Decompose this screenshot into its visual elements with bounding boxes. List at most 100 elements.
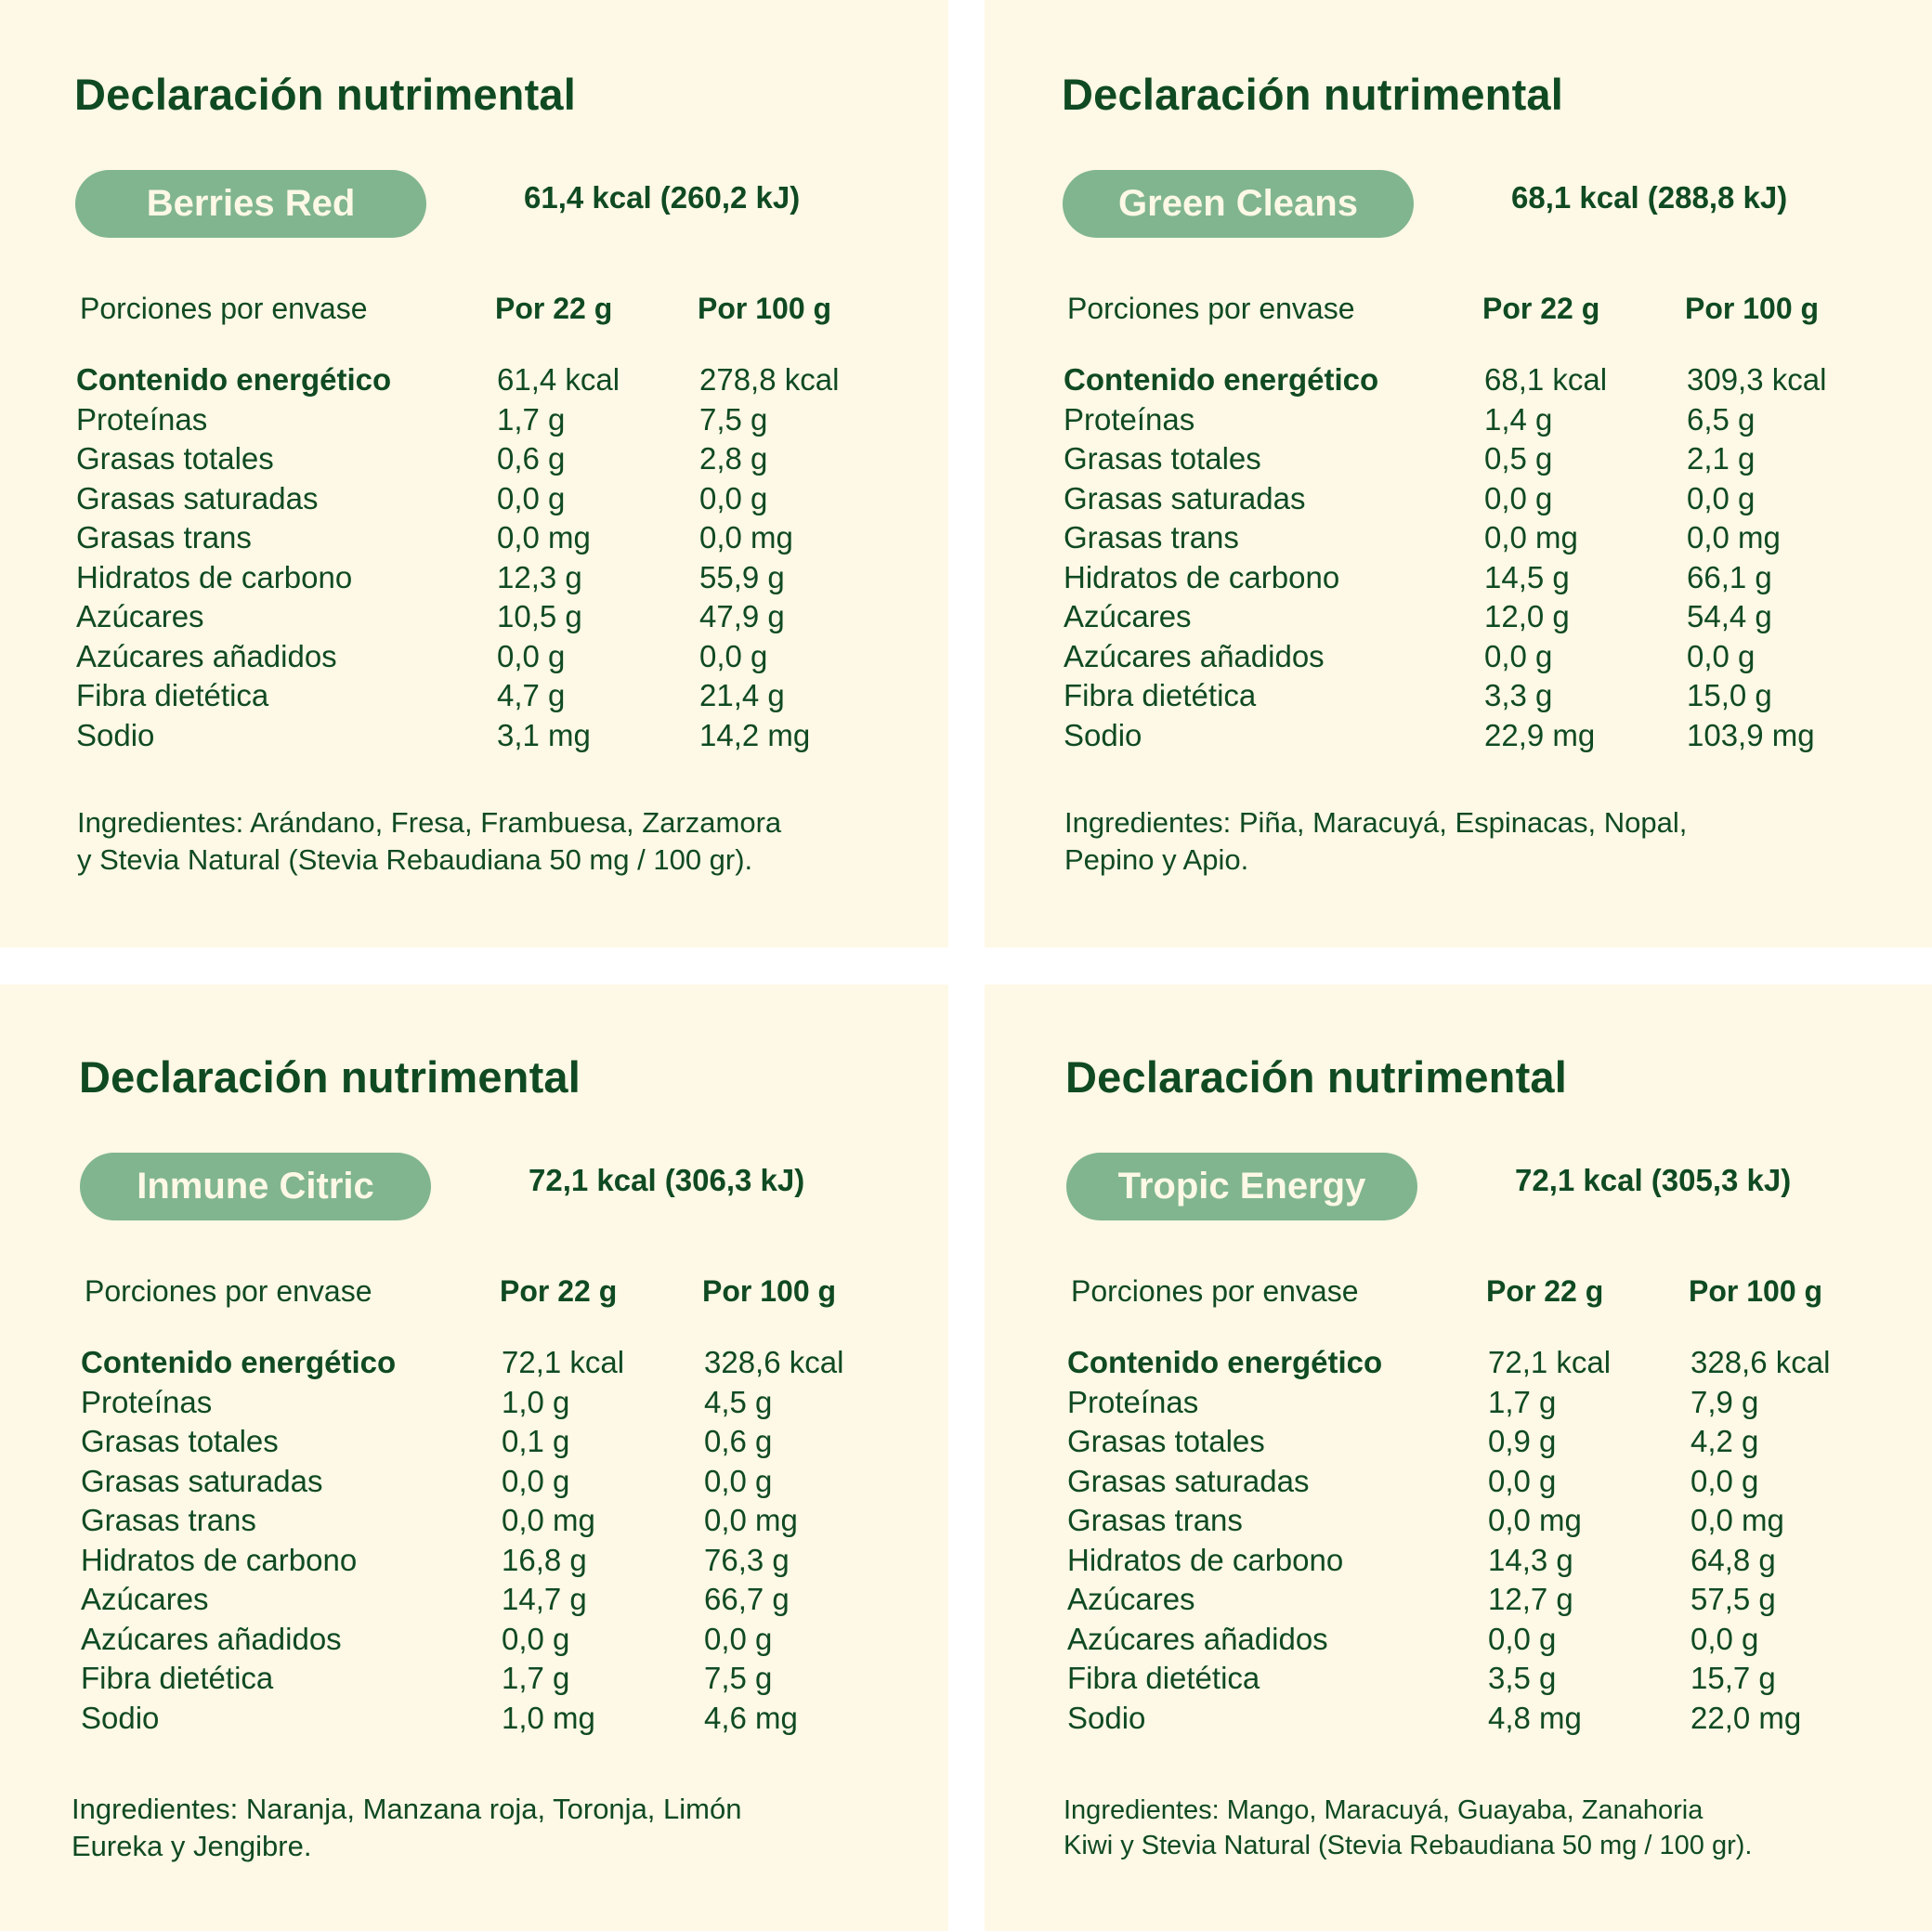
nutrient-row: Contenido energético 61,4 kcal 278,8 kca…: [74, 362, 929, 402]
nutrient-value-per-100g: 66,1 g: [1687, 559, 1772, 594]
nutrient-label: Grasas totales: [1064, 441, 1261, 476]
nutrient-value-per-portion: 22,9 mg: [1484, 717, 1596, 752]
nutrition-panel: Declaración nutrimental Berries Red 61,4…: [0, 0, 948, 947]
nutrient-row: Grasas trans 0,0 mg 0,0 mg: [79, 1503, 933, 1543]
ingredients-text: Ingredientes: Naranja, Manzana roja, Tor…: [72, 1791, 945, 1865]
nutrient-label: Grasas totales: [76, 441, 274, 476]
nutrient-row: Azúcares 12,7 g 57,5 g: [1065, 1582, 1920, 1622]
nutrient-row: Fibra dietética 1,7 g 7,5 g: [79, 1661, 933, 1701]
nutrient-value-per-100g: 64,8 g: [1690, 1542, 1776, 1577]
ingredients-text: Ingredientes: Mango, Maracuyá, Guayaba, …: [1064, 1793, 1932, 1863]
nutrient-value-per-100g: 14,2 mg: [699, 717, 811, 752]
nutrient-value-per-100g: 76,3 g: [704, 1542, 790, 1577]
nutrition-panel: Declaración nutrimental Tropic Energy 72…: [985, 985, 1932, 1931]
nutrient-row: Grasas saturadas 0,0 g 0,0 g: [1065, 1464, 1920, 1504]
nutrient-row: Contenido energético 68,1 kcal 309,3 kca…: [1062, 362, 1916, 402]
nutrient-row: Sodio 22,9 mg 103,9 mg: [1062, 718, 1916, 758]
nutrient-value-per-100g: 4,5 g: [704, 1384, 773, 1419]
nutrient-value-per-100g: 0,0 g: [704, 1463, 773, 1498]
nutrient-value-per-portion: 16,8 g: [502, 1542, 587, 1577]
nutrient-label: Grasas totales: [81, 1424, 279, 1458]
nutrient-value-per-100g: 0,6 g: [704, 1424, 773, 1458]
nutrient-label: Azúcares: [1067, 1582, 1195, 1616]
nutrient-row: Fibra dietética 3,3 g 15,0 g: [1062, 678, 1916, 718]
nutrient-value-per-100g: 4,6 mg: [704, 1700, 798, 1735]
ingredients-line: Ingredientes: Naranja, Manzana roja, Tor…: [72, 1793, 742, 1825]
nutrient-value-per-100g: 0,0 mg: [1687, 520, 1781, 555]
nutrient-row: Grasas trans 0,0 mg 0,0 mg: [74, 520, 929, 560]
nutrient-value-per-100g: 0,0 mg: [1690, 1503, 1784, 1537]
nutrient-value-per-portion: 61,4 kcal: [497, 362, 620, 397]
nutrient-label: Azúcares: [1064, 599, 1192, 633]
nutrient-label: Contenido energético: [76, 362, 392, 397]
nutrient-value-per-portion: 4,8 mg: [1488, 1700, 1582, 1735]
nutrient-label: Grasas totales: [1067, 1424, 1265, 1458]
energy-summary: 72,1 kcal (305,3 kJ): [1515, 1163, 1792, 1197]
nutrient-label: Azúcares añadidos: [81, 1621, 342, 1656]
panel-title: Declaración nutrimental: [79, 1052, 581, 1102]
per-portion-header: Por 22 g: [1482, 292, 1600, 325]
nutrient-label: Grasas saturadas: [1064, 480, 1306, 515]
per-portion-header: Por 22 g: [495, 292, 613, 325]
nutrient-value-per-100g: 7,5 g: [699, 401, 768, 437]
nutrient-value-per-100g: 328,6 kcal: [704, 1345, 844, 1379]
nutrient-value-per-100g: 0,0 g: [1690, 1463, 1759, 1498]
panel-title: Declaración nutrimental: [74, 70, 577, 119]
nutrient-value-per-portion: 3,1 mg: [497, 717, 591, 752]
nutrient-table: Contenido energético 68,1 kcal 309,3 kca…: [1062, 362, 1916, 757]
nutrient-value-per-portion: 14,5 g: [1484, 559, 1570, 594]
ingredients-line: Ingredientes: Mango, Maracuyá, Guayaba, …: [1064, 1795, 1704, 1825]
nutrient-value-per-portion: 1,0 mg: [502, 1700, 595, 1735]
nutrient-value-per-portion: 3,5 g: [1488, 1661, 1557, 1695]
nutrient-value-per-portion: 12,3 g: [497, 559, 582, 594]
ingredients-line: y Stevia Natural (Stevia Rebaudiana 50 m…: [77, 843, 753, 876]
ingredients-text: Ingredientes: Arándano, Fresa, Frambuesa…: [77, 804, 950, 879]
nutrient-row: Proteínas 1,0 g 4,5 g: [79, 1385, 933, 1425]
nutrient-label: Hidratos de carbono: [1067, 1542, 1344, 1577]
nutrient-row: Hidratos de carbono 12,3 g 55,9 g: [74, 560, 929, 600]
nutrient-value-per-100g: 2,1 g: [1687, 441, 1756, 476]
nutrient-value-per-portion: 12,7 g: [1488, 1582, 1573, 1616]
product-name-badge: Tropic Energy: [1066, 1153, 1417, 1220]
nutrient-value-per-portion: 0,0 g: [1488, 1621, 1557, 1656]
energy-summary: 61,4 kcal (260,2 kJ): [524, 180, 801, 215]
nutrient-value-per-100g: 0,0 g: [1690, 1621, 1759, 1656]
nutrient-value-per-100g: 6,5 g: [1687, 401, 1756, 437]
panel-title: Declaración nutrimental: [1062, 70, 1564, 119]
nutrient-row: Azúcares añadidos 0,0 g 0,0 g: [1062, 639, 1916, 679]
nutrient-value-per-portion: 14,7 g: [502, 1582, 587, 1616]
portions-header: Porciones por envase: [80, 292, 368, 325]
nutrient-row: Sodio 3,1 mg 14,2 mg: [74, 718, 929, 758]
nutrition-panel: Declaración nutrimental Inmune Citric 72…: [0, 985, 948, 1931]
nutrient-value-per-portion: 1,7 g: [1488, 1384, 1557, 1419]
nutrient-table: Contenido energético 72,1 kcal 328,6 kca…: [1065, 1345, 1920, 1740]
nutrient-row: Fibra dietética 3,5 g 15,7 g: [1065, 1661, 1920, 1701]
nutrient-row: Grasas trans 0,0 mg 0,0 mg: [1062, 520, 1916, 560]
ingredients-line: Eureka y Jengibre.: [72, 1830, 312, 1862]
nutrient-label: Grasas trans: [1067, 1503, 1243, 1537]
nutrient-value-per-portion: 1,7 g: [497, 401, 566, 437]
energy-summary: 68,1 kcal (288,8 kJ): [1511, 180, 1788, 215]
nutrient-label: Contenido energético: [1067, 1345, 1383, 1379]
product-name-badge: Inmune Citric: [80, 1153, 431, 1220]
per-100g-header: Por 100 g: [702, 1274, 837, 1308]
nutrient-row: Grasas totales 0,1 g 0,6 g: [79, 1424, 933, 1464]
ingredients-text: Ingredientes: Piña, Maracuyá, Espinacas,…: [1064, 804, 1932, 879]
nutrient-value-per-100g: 0,0 g: [704, 1621, 773, 1656]
nutrient-row: Hidratos de carbono 14,3 g 64,8 g: [1065, 1543, 1920, 1583]
nutrient-label: Hidratos de carbono: [76, 559, 353, 594]
nutrient-value-per-100g: 54,4 g: [1687, 599, 1772, 633]
nutrient-row: Sodio 4,8 mg 22,0 mg: [1065, 1701, 1920, 1741]
nutrient-row: Hidratos de carbono 16,8 g 76,3 g: [79, 1543, 933, 1583]
nutrient-row: Azúcares 14,7 g 66,7 g: [79, 1582, 933, 1622]
nutrient-value-per-portion: 0,0 mg: [502, 1503, 595, 1537]
nutrient-row: Grasas saturadas 0,0 g 0,0 g: [74, 481, 929, 521]
nutrient-row: Contenido energético 72,1 kcal 328,6 kca…: [79, 1345, 933, 1385]
nutrient-label: Azúcares añadidos: [1067, 1621, 1328, 1656]
nutrient-row: Azúcares 12,0 g 54,4 g: [1062, 599, 1916, 639]
nutrient-value-per-portion: 0,0 g: [1488, 1463, 1557, 1498]
nutrient-value-per-100g: 2,8 g: [699, 441, 768, 476]
nutrition-panel: Declaración nutrimental Green Cleans 68,…: [985, 0, 1932, 947]
panel-title: Declaración nutrimental: [1065, 1052, 1568, 1102]
nutrient-label: Sodio: [81, 1700, 160, 1735]
